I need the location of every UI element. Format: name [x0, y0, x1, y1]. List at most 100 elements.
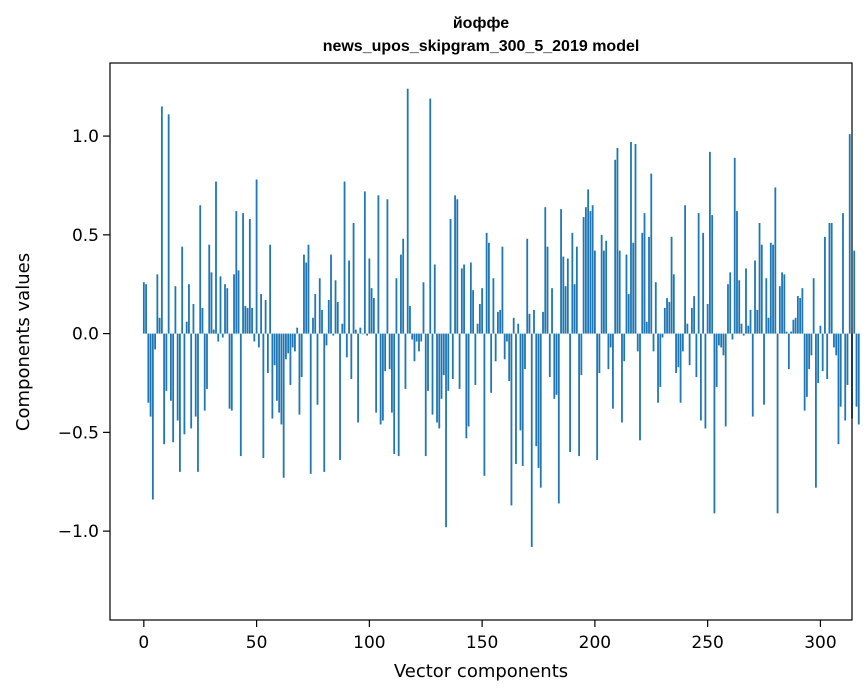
bar-0: [142, 282, 145, 334]
bar-296: [810, 333, 813, 356]
bar-313: [848, 134, 851, 334]
bar-294: [805, 333, 808, 397]
bar-131: [438, 333, 441, 429]
bar-290: [796, 296, 799, 334]
y-tick-label: 0.5: [72, 226, 99, 246]
bar-308: [837, 333, 840, 445]
bar-130: [436, 333, 438, 423]
bar-31: [212, 329, 215, 334]
bar-102: [372, 298, 375, 334]
bar-213: [623, 333, 626, 362]
bar-292: [801, 288, 804, 334]
bar-127: [429, 98, 432, 334]
bar-88: [341, 323, 344, 334]
chart-title-line2: news_upos_skipgram_300_5_2019 model: [323, 38, 640, 55]
bar-97: [361, 333, 364, 335]
bar-108: [386, 199, 389, 334]
bar-280: [774, 187, 777, 334]
bar-45: [244, 305, 247, 334]
bar-286: [787, 333, 790, 370]
bar-167: [519, 333, 522, 431]
bar-58: [273, 333, 276, 366]
bar-111: [393, 333, 396, 455]
bar-303: [826, 333, 829, 380]
bar-53: [262, 333, 265, 459]
bar-196: [584, 207, 587, 334]
bar-285: [785, 331, 788, 334]
bar-173: [533, 309, 535, 334]
bar-152: [485, 232, 488, 334]
bar-86: [336, 302, 339, 334]
bar-248: [702, 232, 705, 334]
bar-270: [751, 333, 754, 417]
bar-256: [720, 333, 723, 348]
bar-201: [596, 333, 599, 461]
bar-275: [763, 333, 765, 405]
bar-272: [756, 309, 759, 334]
bar-255: [718, 333, 720, 346]
bar-98: [363, 191, 366, 334]
bar-7: [158, 317, 161, 334]
bar-113: [397, 333, 400, 457]
bar-180: [548, 333, 551, 378]
bar-223: [645, 321, 648, 334]
bar-198: [589, 211, 592, 334]
bar-160: [503, 333, 506, 360]
bar-22: [192, 303, 195, 334]
bar-268: [747, 325, 750, 334]
bar-215: [627, 294, 630, 334]
x-axis-label: Vector components: [394, 661, 568, 682]
bar-17: [181, 246, 184, 334]
bar-149: [478, 303, 481, 334]
x-tick-label: 150: [466, 633, 498, 653]
bar-104: [377, 195, 380, 334]
bar-312: [846, 333, 849, 385]
bar-183: [555, 333, 558, 395]
bar-204: [603, 250, 605, 334]
bar-246: [697, 213, 700, 334]
y-tick-label: −1.0: [58, 522, 99, 542]
bar-174: [535, 333, 538, 447]
bar-96: [359, 327, 362, 334]
x-tick-label: 0: [138, 633, 149, 653]
bar-112: [395, 278, 398, 334]
bar-26: [201, 307, 204, 334]
bar-242: [688, 333, 691, 366]
bar-199: [591, 205, 594, 334]
bar-133: [442, 333, 445, 376]
bar-177: [542, 311, 544, 334]
bar-150: [481, 288, 484, 334]
bar-30: [210, 272, 213, 334]
bar-151: [483, 333, 486, 476]
bar-235: [672, 274, 675, 334]
bar-316: [855, 333, 858, 407]
bar-20: [188, 284, 190, 334]
bar-148: [476, 323, 479, 334]
bar-239: [681, 333, 684, 352]
bar-134: [445, 333, 447, 528]
bar-295: [808, 333, 811, 370]
bar-32: [215, 181, 217, 334]
bar-155: [492, 278, 495, 334]
y-axis-label: Components values: [13, 253, 34, 431]
y-tick-label: 1.0: [72, 127, 99, 147]
bar-128: [431, 333, 434, 415]
bar-37: [226, 288, 229, 334]
bar-175: [537, 333, 540, 468]
bar-225: [650, 173, 653, 334]
bar-91: [348, 260, 350, 334]
bar-287: [790, 331, 792, 334]
bar-187: [564, 286, 567, 334]
bar-191: [573, 284, 576, 334]
bar-284: [783, 274, 786, 334]
bar-228: [657, 333, 659, 403]
bar-116: [404, 333, 407, 389]
bar-171: [528, 313, 531, 334]
bar-234: [670, 236, 673, 334]
bar-79: [321, 309, 323, 334]
bar-157: [497, 311, 499, 334]
bar-34: [219, 276, 222, 334]
bar-1: [145, 284, 147, 334]
bar-254: [715, 333, 718, 387]
bar-208: [612, 333, 614, 409]
